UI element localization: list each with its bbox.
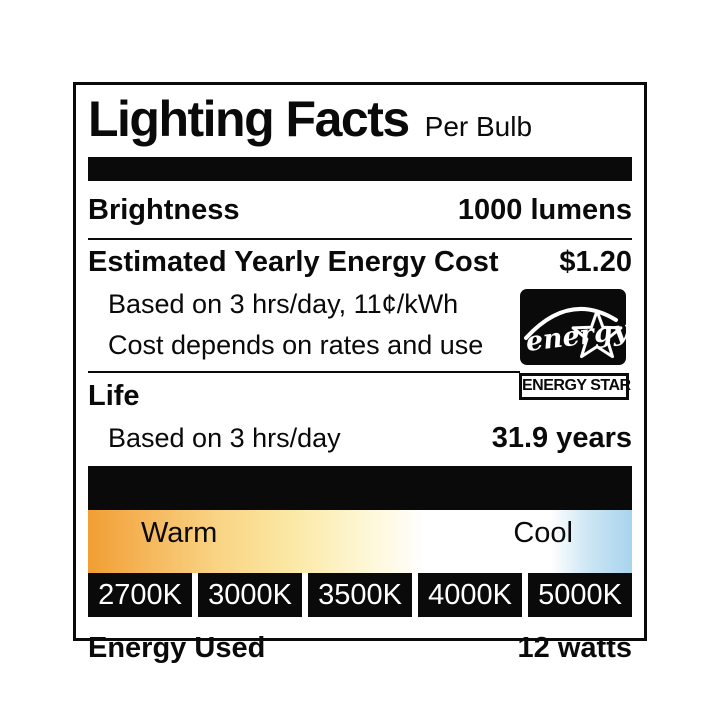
cool-label: Cool <box>513 517 573 549</box>
kelvin-cell-5000k: 5000K <box>528 573 632 617</box>
label-subtitle: Per Bulb <box>424 111 533 142</box>
brightness-row: Brightness 1000 lumens <box>88 181 632 238</box>
life-basis: Based on 3 hrs/day <box>108 423 341 453</box>
label-header: Lighting Facts Per Bulb <box>88 85 632 153</box>
energy-star-logo-icon: energy <box>520 289 632 365</box>
life-row: Based on 3 hrs/day 31.9 years <box>88 422 632 455</box>
kelvin-cell-3500k: 3500K <box>308 573 412 617</box>
kelvin-scale-row: 2700K 3000K 3500K 4000K 5000K <box>88 573 632 617</box>
warm-label: Warm <box>141 517 218 549</box>
life-label: Life <box>88 380 140 412</box>
color-temperature-gradient: Warm Cool <box>88 510 632 573</box>
energy-cost-basis: Based on 3 hrs/day, 11¢/kWh <box>108 289 459 319</box>
color-temp-separator-bar <box>88 466 632 510</box>
header-separator-bar <box>88 157 632 181</box>
lighting-facts-label: Lighting Facts Per Bulb Brightness 1000 … <box>73 82 647 664</box>
kelvin-cell-3000k: 3000K <box>198 573 302 617</box>
life-value: 31.9 years <box>491 422 632 454</box>
section-divider <box>88 238 632 240</box>
brightness-label: Brightness <box>88 194 240 226</box>
energy-cost-label: Estimated Yearly Energy Cost <box>88 246 499 278</box>
energy-cost-life-section: Estimated Yearly Energy Cost $1.20 Based… <box>88 240 632 455</box>
kelvin-cell-2700k: 2700K <box>88 573 192 617</box>
energy-used-row: Energy Used 12 watts <box>88 617 632 665</box>
energy-cost-note: Cost depends on rates and use <box>108 330 484 360</box>
energy-cost-row: Estimated Yearly Energy Cost $1.20 <box>88 246 632 279</box>
brightness-value: 1000 lumens <box>457 194 632 226</box>
energy-used-label: Energy Used <box>88 632 266 664</box>
energy-used-value: 12 watts <box>517 632 632 664</box>
kelvin-cell-4000k: 4000K <box>418 573 522 617</box>
energy-cost-value: $1.20 <box>559 246 632 278</box>
energy-star-caption: ENERGY STAR <box>519 373 631 400</box>
energy-star-mark: energy ENERGY STAR <box>519 289 632 400</box>
label-title: Lighting Facts <box>88 91 410 147</box>
partial-divider <box>88 371 520 373</box>
